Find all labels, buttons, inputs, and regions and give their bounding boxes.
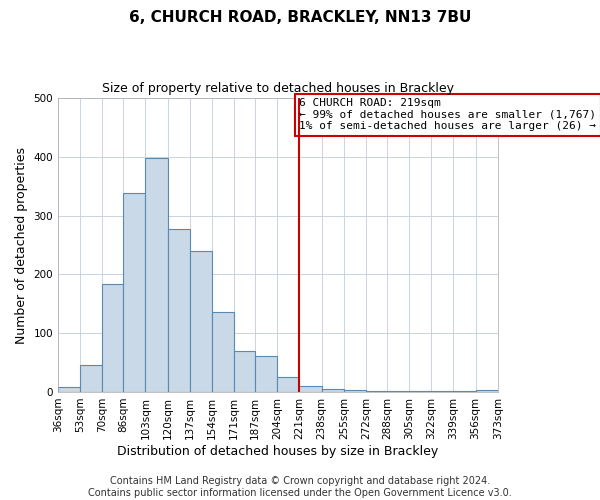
Bar	[167, 229, 190, 392]
Bar	[190, 251, 212, 392]
Bar	[476, 390, 498, 392]
Bar	[344, 390, 366, 392]
Title: Size of property relative to detached houses in Brackley: Size of property relative to detached ho…	[102, 82, 454, 96]
Y-axis label: Number of detached properties: Number of detached properties	[15, 146, 28, 344]
Bar	[234, 351, 255, 392]
Bar	[366, 391, 387, 392]
Text: Contains HM Land Registry data © Crown copyright and database right 2024.
Contai: Contains HM Land Registry data © Crown c…	[88, 476, 512, 498]
Text: 6, CHURCH ROAD, BRACKLEY, NN13 7BU: 6, CHURCH ROAD, BRACKLEY, NN13 7BU	[129, 10, 471, 25]
Bar	[58, 388, 80, 392]
Bar	[277, 378, 299, 392]
Bar	[103, 284, 123, 392]
Bar	[299, 386, 322, 392]
Bar	[212, 312, 234, 392]
Bar	[145, 158, 167, 392]
Bar	[123, 194, 145, 392]
Bar	[80, 365, 103, 392]
Bar	[322, 389, 344, 392]
Text: 6 CHURCH ROAD: 219sqm
← 99% of detached houses are smaller (1,767)
1% of semi-de: 6 CHURCH ROAD: 219sqm ← 99% of detached …	[299, 98, 596, 132]
X-axis label: Distribution of detached houses by size in Brackley: Distribution of detached houses by size …	[117, 444, 439, 458]
Bar	[255, 356, 277, 392]
